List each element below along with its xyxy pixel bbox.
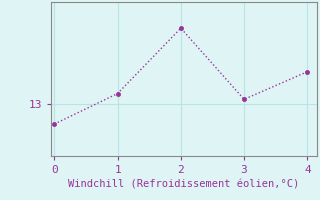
X-axis label: Windchill (Refroidissement éolien,°C): Windchill (Refroidissement éolien,°C): [68, 179, 300, 189]
